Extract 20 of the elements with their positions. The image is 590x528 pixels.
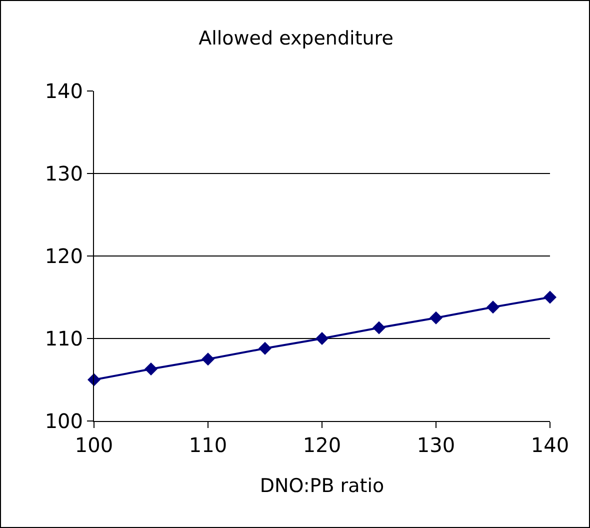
point [372, 321, 386, 334]
x-axis-title: DNO:PB ratio [260, 474, 384, 497]
chart-title: Allowed expenditure [198, 28, 394, 50]
point [144, 362, 158, 376]
x-tick-label: 110 [188, 433, 228, 457]
y-tick-label: 130 [44, 162, 83, 186]
point [202, 352, 214, 366]
point [258, 342, 272, 355]
point [430, 311, 442, 324]
y-tick-label: 120 [44, 244, 83, 268]
y-tick-label: 110 [44, 326, 83, 350]
y-tick-label: 100 [44, 409, 83, 433]
x-tick-label: 120 [302, 433, 342, 457]
y-tick-label: 140 [44, 79, 83, 103]
x-tick-label: 100 [74, 433, 114, 457]
x-tick-label: 140 [530, 433, 570, 457]
point [544, 290, 556, 304]
point [316, 332, 328, 345]
point [486, 300, 500, 314]
x-tick-label: 130 [416, 433, 456, 457]
